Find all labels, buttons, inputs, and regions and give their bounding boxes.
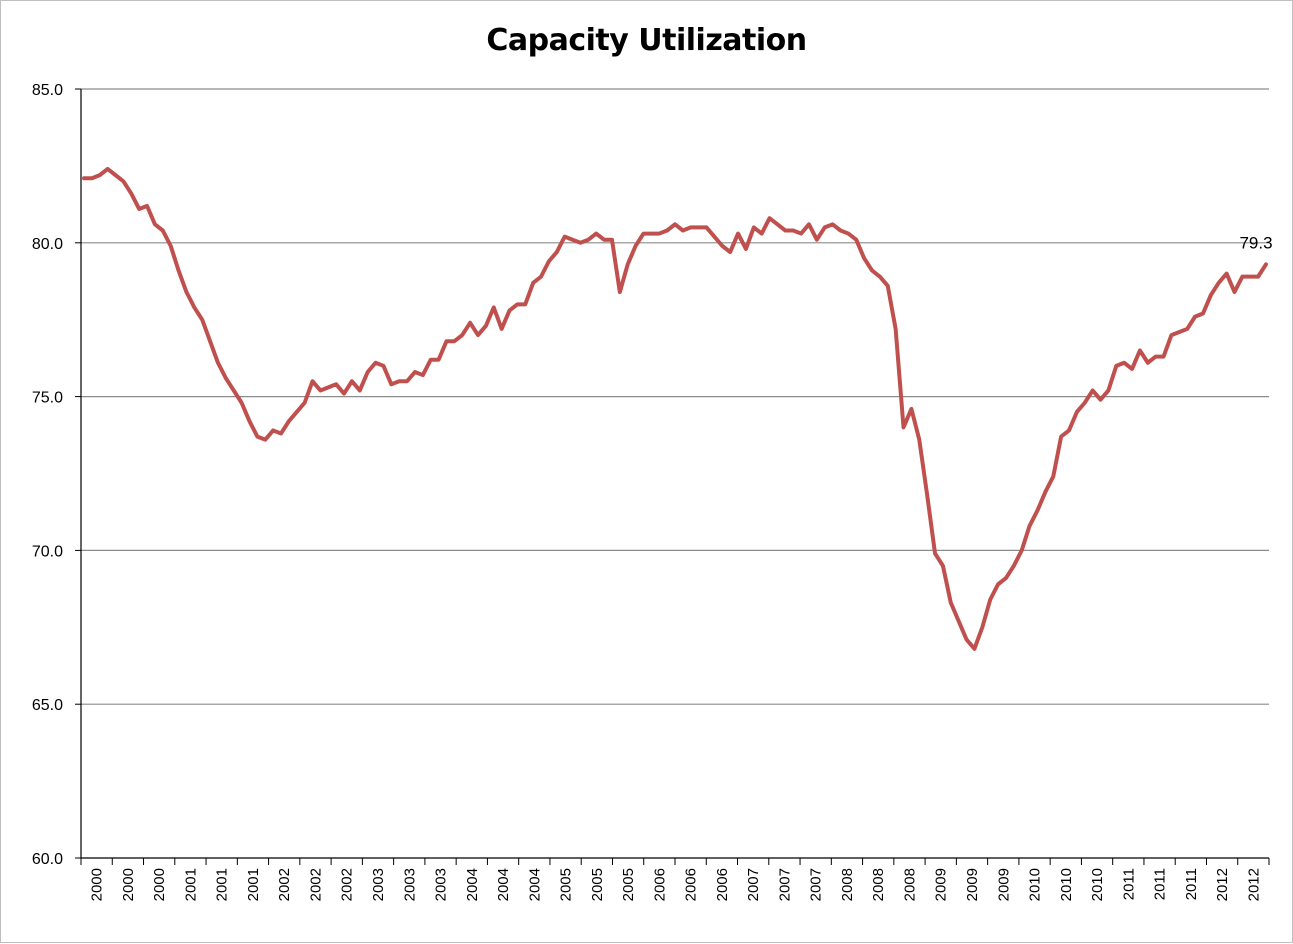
series-line <box>82 166 1268 651</box>
x-tick-label: 2001 <box>214 868 231 901</box>
last-value-label: 79.3 <box>1239 233 1272 252</box>
x-tick-label: 2010 <box>1027 868 1044 901</box>
x-tick-label: 2012 <box>1245 868 1262 901</box>
x-axis-ticks: 2000 2000 2000 2001 2001 2001 2002 2002 2002 2003… <box>89 868 1263 901</box>
y-tick-label: 75.0 <box>32 390 63 407</box>
y-tick-label: 70.0 <box>32 543 63 560</box>
x-tick-label: 2003 <box>433 868 450 901</box>
data-labels: 79.3 <box>1239 233 1272 252</box>
gridlines <box>81 88 1269 705</box>
x-tick-label: 2002 <box>339 868 356 901</box>
x-tick-label: 2006 <box>651 868 668 901</box>
x-tick-label: 2003 <box>401 868 418 901</box>
x-tick-label: 2007 <box>776 868 793 901</box>
x-tick-label: 2011 <box>1120 868 1137 900</box>
x-tick-label: 2010 <box>1089 868 1106 901</box>
x-tick-label: 2001 <box>245 868 262 901</box>
chart-title: Capacity Utilization <box>486 23 807 58</box>
x-tick-label: 2005 <box>589 868 606 901</box>
x-tick-label: 2006 <box>683 868 700 901</box>
x-tick-label: 2004 <box>495 868 512 901</box>
y-tick-label: 80.0 <box>32 236 63 253</box>
x-tick-label: 2005 <box>558 868 575 901</box>
y-axis-ticks: 60.0 65.0 70.0 75.0 80.0 85.0 <box>32 82 63 868</box>
x-tick-label: 2007 <box>808 868 825 901</box>
x-tick-label: 2008 <box>901 868 918 901</box>
x-tick-label: 2004 <box>464 868 481 901</box>
x-tick-label: 2000 <box>120 868 137 901</box>
x-tick-label: 2008 <box>839 868 856 901</box>
x-tick-label: 2007 <box>745 868 762 901</box>
y-tick-label: 60.0 <box>32 851 63 868</box>
x-tick-label: 2008 <box>870 868 887 901</box>
x-tick-label: 2003 <box>370 868 387 901</box>
x-tick-label: 2009 <box>995 868 1012 901</box>
x-tick-label: 2006 <box>714 868 731 901</box>
x-tick-label: 2002 <box>276 868 293 901</box>
x-tick-label: 2012 <box>1214 868 1231 901</box>
x-tick-label: 2009 <box>933 868 950 901</box>
x-tick-label: 2005 <box>620 868 637 901</box>
x-tick-label: 2002 <box>307 868 324 901</box>
x-tick-label: 2010 <box>1058 868 1075 901</box>
x-tick-label: 2000 <box>89 868 106 901</box>
x-tick-label: 2011 <box>1183 868 1200 900</box>
y-tick-label: 65.0 <box>32 697 63 714</box>
x-tick-label: 2001 <box>182 868 199 901</box>
x-tick-label: 2004 <box>526 868 543 901</box>
x-tick-label: 2009 <box>964 868 981 901</box>
x-tick-label: 2000 <box>151 868 168 901</box>
axes <box>75 88 1270 865</box>
series-layer <box>82 166 1268 651</box>
x-tick-label: 2011 <box>1152 868 1169 900</box>
y-tick-label: 85.0 <box>32 82 63 99</box>
